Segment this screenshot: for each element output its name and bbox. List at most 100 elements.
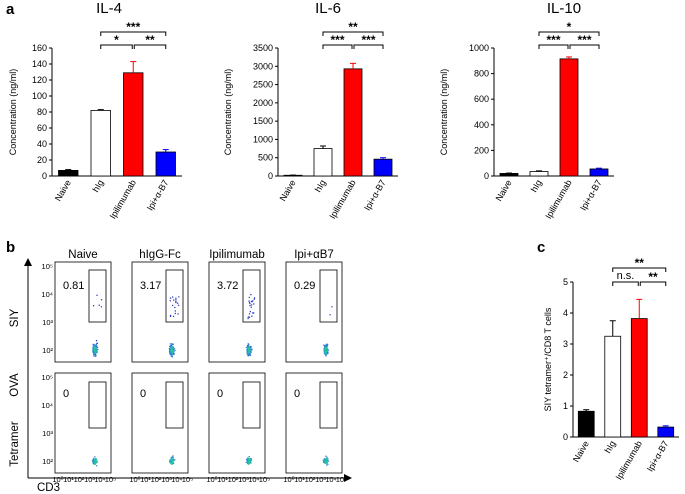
gate-box	[165, 381, 184, 429]
significance-bracket	[612, 281, 639, 286]
event-dot	[100, 299, 103, 301]
x-axis-label: CD3	[37, 482, 60, 494]
flow-plot: 3.17	[131, 261, 189, 363]
event-dot	[173, 348, 176, 350]
event-dot	[175, 300, 177, 303]
event-dot	[95, 347, 97, 350]
event-dot	[248, 346, 250, 348]
x-tick-label: 10⁴	[171, 475, 183, 484]
y-tick-label: 600	[474, 94, 489, 104]
significance-bracket	[639, 281, 667, 286]
y-tick-label: 4	[563, 308, 568, 318]
y-tick-label: 500	[258, 153, 273, 163]
y-tick-label: 200	[474, 145, 489, 155]
event-dot	[325, 461, 327, 463]
category-label: Naive	[278, 178, 298, 203]
chart-il4: IL-4 0 20 40 60 80 100 120 140 160 Concentration (…	[8, 0, 182, 221]
event-dot	[92, 346, 94, 348]
category-label: Ipi+α-B7	[578, 178, 604, 212]
event-dot	[325, 458, 328, 460]
y-tick-label: 800	[474, 69, 489, 79]
y-axis-label: Tetramer	[9, 421, 21, 467]
y-axis-arrow-head	[24, 258, 32, 266]
y-tick-label: 3000	[253, 61, 273, 71]
x-tick-label: 10¹	[294, 475, 305, 484]
significance-label: ***	[126, 20, 140, 34]
bar	[577, 410, 595, 438]
bar	[604, 335, 622, 438]
x-tick-label: 10⁰	[206, 475, 217, 484]
category-label: Ipilimumab	[614, 439, 644, 482]
event-dot	[169, 300, 171, 302]
event-dot	[172, 315, 175, 318]
event-dot	[248, 352, 250, 354]
x-tick-label: 10³	[161, 475, 172, 484]
gate-value: 0	[294, 388, 300, 400]
category-label: Ipi+α-B7	[645, 439, 671, 473]
event-dot	[175, 301, 177, 304]
y-tick-label: 2000	[253, 98, 273, 108]
event-dot	[170, 350, 173, 352]
event-dot	[252, 300, 254, 302]
bar	[343, 68, 363, 177]
significance-label: ***	[330, 33, 344, 47]
event-dot	[173, 458, 175, 461]
event-dot	[248, 455, 250, 458]
y-tick-label: 80	[37, 107, 47, 117]
significance-label: *	[567, 20, 572, 34]
significance-label: *	[114, 33, 119, 47]
event-dot	[250, 293, 252, 296]
event-dot	[177, 304, 180, 306]
x-tick-label: 10³	[315, 475, 326, 484]
bar	[499, 173, 519, 177]
category-label: Ipi+α-B7	[145, 178, 171, 212]
x-tick-label: 10²	[74, 475, 85, 484]
plot-frame	[54, 261, 112, 363]
y-tick-label: 2500	[253, 80, 273, 90]
bar	[559, 58, 579, 177]
event-dot	[173, 299, 175, 301]
flow-plot: 3.72	[208, 261, 266, 363]
y-tick-label: 20	[37, 155, 47, 165]
gate-value: 3.17	[140, 280, 161, 292]
x-tick-label: 10²	[305, 475, 316, 484]
gate-box	[242, 381, 261, 429]
event-dot	[247, 460, 249, 463]
event-dot	[172, 343, 174, 345]
event-dot	[98, 304, 100, 306]
significance-label: **	[635, 256, 645, 270]
x-tick-label: 10³	[84, 475, 95, 484]
event-dot	[248, 300, 250, 302]
category-label: Ipilimumab	[108, 178, 138, 221]
event-dot	[175, 299, 177, 301]
event-dot	[250, 349, 252, 351]
flow-plot: 0.81	[54, 261, 112, 363]
event-dot	[247, 343, 249, 345]
y-tick-label: 2	[563, 370, 568, 380]
event-dot	[248, 458, 250, 460]
event-dot	[92, 460, 94, 462]
y-tick-label: 1	[563, 401, 568, 411]
event-dot	[246, 352, 248, 355]
y-tick-label: 10³	[42, 429, 53, 438]
bar	[373, 158, 393, 177]
event-dot	[323, 346, 326, 348]
event-dot	[95, 355, 97, 357]
event-dot	[253, 298, 255, 300]
plot-frame	[131, 261, 189, 363]
event-dot	[174, 306, 176, 309]
event-dot	[172, 347, 174, 349]
category-label: Ipilimumab	[327, 178, 357, 221]
y-axis-label: Concentration (ng/ml)	[223, 69, 233, 156]
event-dot	[95, 465, 98, 467]
event-dot	[170, 343, 173, 345]
event-dot	[94, 351, 97, 353]
event-dot	[95, 458, 98, 461]
category-label: Ipilimumab	[543, 178, 573, 221]
event-dot	[253, 297, 256, 299]
gate-value: 3.72	[217, 280, 238, 292]
y-tick-label: 10⁴	[41, 401, 53, 410]
x-tick-label: 10⁵	[336, 475, 347, 484]
category-label: hIg	[529, 178, 544, 194]
